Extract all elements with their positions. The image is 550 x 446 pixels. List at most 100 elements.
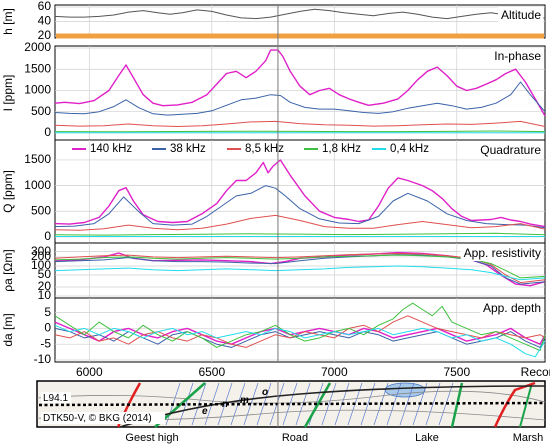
map-road-letter: m: [240, 395, 249, 406]
y-tick-label: 20: [38, 279, 52, 293]
map-road-letter: e: [202, 406, 208, 417]
series-line-1-8-kHz: [54, 232, 546, 236]
map-copyright: DTK50-V, © BKG (2014): [43, 413, 152, 424]
copyright-background: [41, 412, 165, 424]
panel-title: App. resistivity: [464, 246, 541, 260]
series-line-140-kHz: [54, 159, 546, 228]
series-line-140-kHz: [54, 49, 546, 117]
legend-label: 1,8 kHz: [322, 143, 361, 155]
map-field-line: [243, 382, 259, 426]
series-line-38-kHz: [54, 81, 546, 116]
map-location-label: Marsh: [513, 432, 544, 444]
map-field-line: [386, 382, 402, 426]
series-line-0-4-kHz: [54, 265, 546, 281]
y-tick-label: 50: [38, 267, 52, 281]
map-field-line: [425, 382, 441, 426]
x-tick-label: 7000: [321, 365, 348, 379]
panel-title: Altitude: [501, 8, 541, 22]
y-axis-label: ρa [Ωm]: [1, 249, 15, 291]
x-axis: 6000 6500 7000 7500 Records: [76, 365, 550, 379]
y-tick-label: -5: [40, 336, 51, 350]
map-field-line: [217, 382, 233, 426]
y-tick-label: 300: [31, 244, 51, 258]
flight-line: [38, 401, 544, 407]
series-line-8-5-kHz: [54, 214, 546, 231]
panel-title: Quadrature: [480, 143, 541, 157]
map-location-label: Road: [282, 432, 308, 444]
panel-title-background: [477, 142, 544, 158]
y-tick-label: 200: [31, 249, 51, 263]
line-label-background: [41, 392, 71, 403]
panel-frame: [54, 297, 546, 363]
series-line-1-8-kHz: [54, 302, 546, 351]
panel-title-background: [491, 48, 544, 64]
series-line-38-kHz: [54, 185, 546, 229]
y-tick-label: 500: [31, 203, 51, 217]
map-green-road: [303, 382, 332, 428]
map-field-line: [321, 382, 337, 426]
panel-title: App. depth: [483, 301, 541, 315]
y-tick-label: 0: [44, 321, 51, 335]
y-tick-label: 1500: [24, 61, 51, 75]
y-axis-label: h [m]: [1, 8, 15, 35]
y-tick-label: 0: [44, 229, 51, 243]
x-tick-label: 7500: [443, 365, 470, 379]
panel-title-background: [460, 245, 543, 261]
y-tick-label: 2000: [24, 40, 51, 54]
map-field-line: [399, 382, 415, 426]
series-line-0-4-kHz: [54, 324, 546, 358]
y-tick-label: 10: [38, 288, 52, 302]
map-field-line: [282, 382, 298, 426]
y-tick-label: 60: [38, 0, 52, 13]
series-line-1-8-kHz: [54, 254, 546, 279]
map-field-line: [256, 382, 272, 426]
y-tick-label: -10: [34, 352, 52, 366]
panel-title-background: [497, 7, 544, 23]
series-line-1-8-kHz: [54, 130, 546, 133]
y-tick-label: 100: [31, 258, 51, 272]
y-tick-label: 1000: [24, 178, 51, 192]
map-red-road: [493, 381, 536, 428]
series-line-8-5-kHz: [54, 315, 546, 348]
series-line-8-5-kHz: [54, 120, 546, 127]
series-line-38-kHz: [54, 254, 546, 285]
y-axis-label: Q [ppm]: [1, 170, 15, 213]
y-axis-label: I [ppm]: [1, 75, 15, 112]
y-tick-label: 40: [38, 14, 52, 28]
x-axis-label: Records: [521, 365, 550, 379]
lake-area: [384, 382, 426, 398]
y-tick-label: 20: [38, 28, 52, 42]
map-strip: e n m o L94.1 DTK50-V, © BKG (2014) Geest high…: [36, 380, 546, 444]
y-tick-label: 0: [44, 125, 51, 139]
panel-inphase: 0 500 1000 1500 2000 I [ppm] In-phase: [1, 40, 546, 141]
panel-quadrature: 0 500 1000 1500 Q [ppm] Quadrature: [1, 139, 546, 244]
map-road-letter: n: [222, 399, 228, 410]
x-tick-label: 6000: [76, 365, 103, 379]
series-line-altitude: [54, 8, 546, 20]
map-road-letter: o: [262, 387, 268, 398]
y-tick-label: 1000: [24, 83, 51, 97]
legend-label: 0,4 kHz: [390, 143, 429, 155]
legend-label: 140 kHz: [90, 143, 132, 155]
y-tick-label: 1500: [24, 152, 51, 166]
panel-title-background: [479, 300, 543, 316]
map-main-road: [119, 385, 546, 428]
flight-line-label: L94.1: [43, 393, 68, 404]
map-field-line: [178, 382, 194, 426]
y-tick-label: 5: [44, 305, 51, 319]
map-green-road: [450, 382, 464, 428]
y-axis-label: da [m]: [1, 313, 15, 346]
x-tick-label: 6500: [198, 365, 225, 379]
map-minor-road: [36, 390, 546, 404]
altitude-reference-band: [56, 33, 544, 39]
map-location-label: Lake: [415, 432, 439, 444]
panel-title: In-phase: [494, 49, 541, 63]
legend: 140 kHz 38 kHz 8,5 kHz 1,8 kHz 0,4 kHz: [72, 143, 429, 155]
panel-depth: -10 -50 5 da [m] App. depth: [1, 297, 546, 366]
map-location-label: Geest high: [125, 432, 178, 444]
panel-frame: [54, 45, 546, 141]
